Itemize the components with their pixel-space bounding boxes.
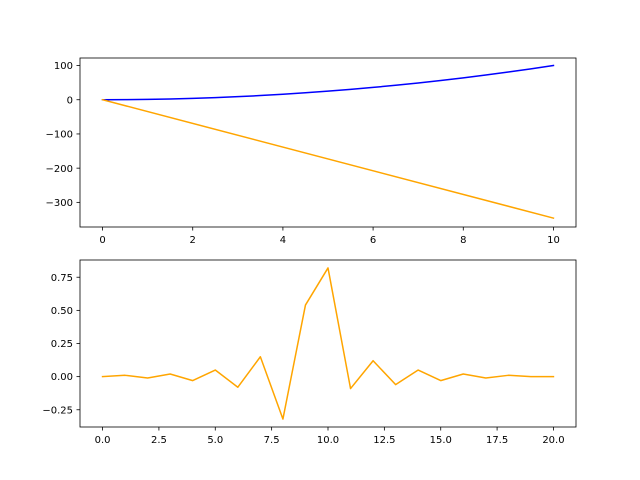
bottom-chart-y-tick-label: 0.25 [51,339,73,350]
bottom-chart-x-tick-label: 10.0 [317,435,339,446]
top-chart-axes-frame [79,57,577,228]
top-chart-y-tick-label: −300 [46,198,73,209]
top-chart-x-tick-label: 10 [547,235,560,246]
top-chart-x-tick-label: 6 [370,235,376,246]
bottom-chart-y-tick-label: −0.25 [42,405,73,416]
top-chart-series-line-1 [101,98,555,220]
top-chart-x-tick-label: 0 [99,235,105,246]
bottom-chart-x-tick-label: 0.0 [95,435,111,446]
top-chart-y-tick-label: 100 [54,61,73,72]
bottom-chart-x-tick-label: 7.5 [264,435,280,446]
bottom-chart-x-tick-label: 5.0 [207,435,223,446]
bottom-chart-y-tick-label: 0.75 [51,273,73,284]
bottom-chart-ticks: 0.0 2.5 5.0 7.5 10.0 12.5 15.0 17.5 20.0 0.75 0.50… [42,273,564,446]
top-chart-series-line-0 [101,64,555,101]
bottom-chart-x-tick-label: 17.5 [486,435,508,446]
bottom-chart-x-tick-label: 15.0 [430,435,452,446]
bottom-chart-y-tick-label: 0.00 [51,372,73,383]
bottom-chart-y-tick-label: 0.50 [51,306,73,317]
top-line-chart: 0 2 4 6 8 10 100 0 −100 −200 −300 [46,57,577,246]
top-chart-y-tick-label: 0 [67,95,73,106]
bottom-chart-x-tick-label: 12.5 [373,435,395,446]
bottom-chart-series-line-0 [101,267,555,420]
bottom-chart-x-tick-label: 20.0 [542,435,564,446]
top-chart-series-layer [101,64,555,220]
top-chart-x-tick-label: 4 [280,235,286,246]
top-chart-y-tick-label: −200 [46,164,73,175]
top-chart-x-tick-label: 2 [190,235,196,246]
bottom-line-chart: 0.0 2.5 5.0 7.5 10.0 12.5 15.0 17.5 20.0 0.75 0.50… [42,259,577,446]
bottom-chart-x-tick-label: 2.5 [151,435,167,446]
top-chart-x-tick-label: 8 [460,235,466,246]
top-chart-ticks: 0 2 4 6 8 10 100 0 −100 −200 −300 [46,61,560,246]
bottom-chart-series-layer [101,267,555,420]
top-chart-y-tick-label: −100 [46,130,73,141]
